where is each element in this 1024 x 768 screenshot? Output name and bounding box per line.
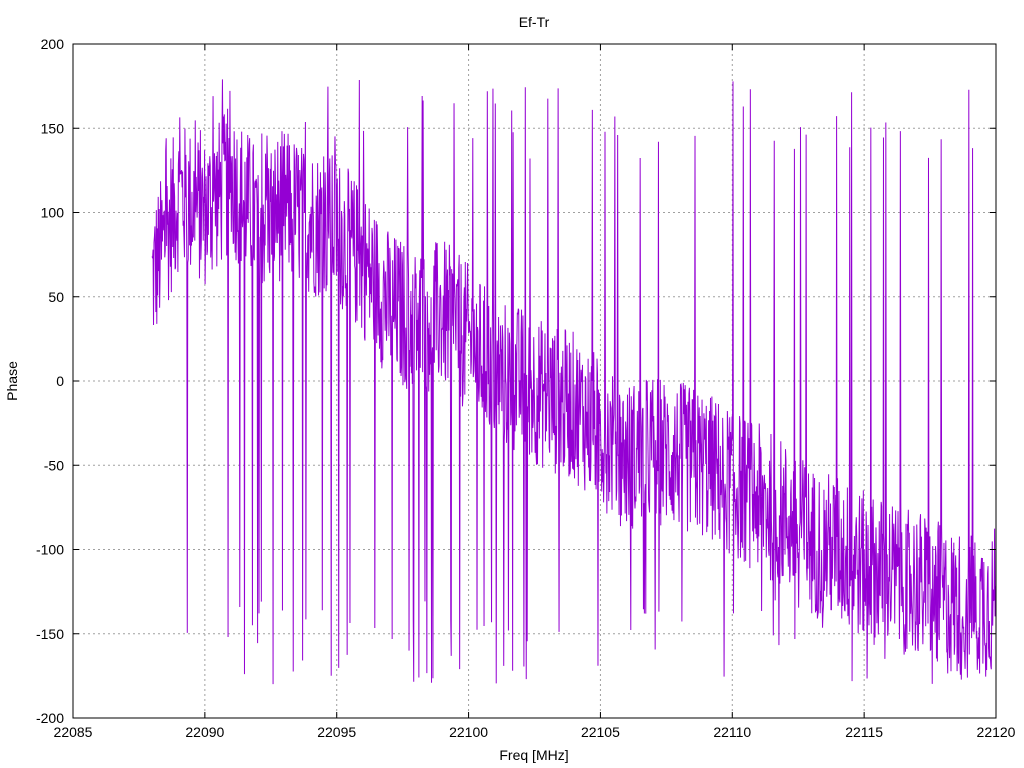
- x-axis-label: Freq [MHz]: [499, 747, 568, 763]
- y-tick-label: 100: [41, 205, 65, 221]
- y-tick-label: -50: [44, 457, 64, 473]
- y-tick-label: 50: [48, 289, 64, 305]
- x-tick-label: 22100: [449, 724, 488, 740]
- y-tick-label: 0: [56, 373, 64, 389]
- y-axis-label: Phase: [4, 361, 20, 401]
- y-tick-label: -150: [36, 626, 64, 642]
- x-tick-label: 22085: [54, 724, 93, 740]
- y-tick-label: -100: [36, 542, 64, 558]
- y-tick-label: 200: [41, 36, 65, 52]
- y-tick-label: -200: [36, 710, 64, 726]
- y-tick-label: 150: [41, 120, 65, 136]
- x-tick-label: 22115: [845, 724, 883, 740]
- phase-series-line: [151, 79, 997, 685]
- x-tick-label: 22095: [317, 724, 356, 740]
- x-tick-label: 22120: [977, 724, 1016, 740]
- x-tick-label: 22090: [185, 724, 224, 740]
- x-tick-label: 22105: [581, 724, 620, 740]
- series-line: [151, 79, 997, 685]
- axis-ticks: 22085 22090 22095 22100 22105 22110 22115 22120…: [36, 36, 1016, 740]
- chart-title: Ef-Tr: [519, 14, 550, 30]
- x-tick-label: 22110: [713, 724, 751, 740]
